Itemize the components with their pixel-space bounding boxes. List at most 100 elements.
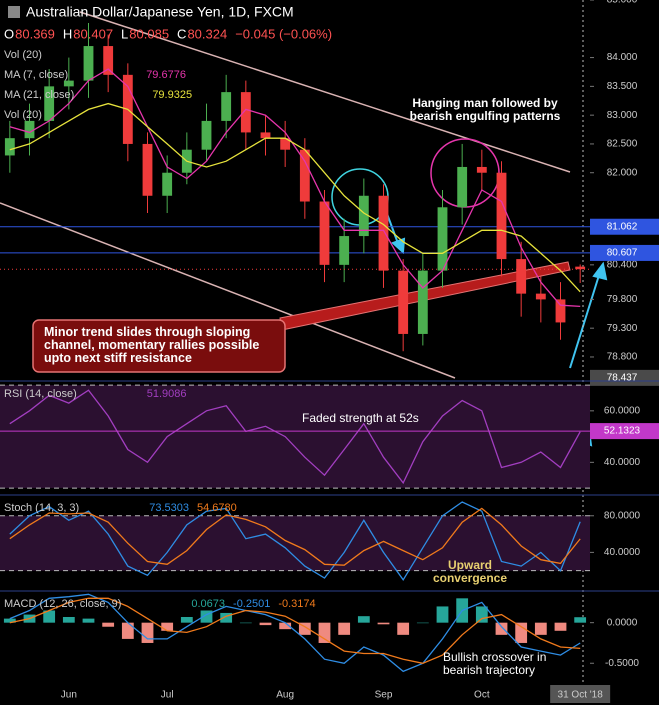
line-series [9,507,581,566]
channel-bottom [0,202,456,379]
histogram-bar [495,622,508,635]
y-tick-label: 78.800 [607,352,638,363]
band [0,385,590,489]
x-tick-label: Jun [61,690,77,701]
candle-body [201,120,212,150]
candle-body [162,172,173,196]
candle-body [398,270,409,334]
candle-body [516,259,527,294]
histogram-bar [102,622,115,627]
y-tick-label: 82.000 [607,167,638,178]
legend-entry: MA (7, close) [4,69,68,81]
histogram-bar [298,622,311,635]
candle-body [575,266,586,270]
histogram-bar [554,622,567,631]
annotation: Bullish crossover in bearish trajectory [443,650,547,677]
indicator-label: MACD (12, 26, close, 9) [4,598,121,610]
indicator-label: Stoch (14, 3, 3) [4,502,79,514]
ohlc-value: 80.369 [15,26,55,41]
legend-value: 73.5303 [149,502,189,514]
change: −0.045 (−0.06%) [235,26,332,41]
annotation: Upward convergence [432,558,508,585]
histogram-bar [534,622,547,635]
chart-title: Australian Dollar/Japanese Yen, 1D, FXCM [26,4,294,20]
histogram-bar [377,622,390,625]
marker-label: 78.437 [607,373,638,384]
line-series [9,389,581,485]
level-label: 81.062 [607,221,638,232]
ohlc-key: C [177,26,186,41]
y-tick-label: 83.500 [607,81,638,92]
candle-body [83,46,94,81]
candle-body [260,132,271,139]
y-tick-label: 40.0000 [604,547,641,558]
annotation: Hanging man followed by bearish engulfin… [409,96,561,123]
x-tick-label: Sep [375,690,393,701]
legend-value: 51.9086 [147,388,187,400]
y-tick-label: 40.0000 [604,457,641,468]
symbol-icon [8,6,20,18]
indicator-label: RSI (14, close) [4,388,77,400]
candle-body [476,166,487,173]
ohlc-value: 80.085 [129,26,169,41]
histogram-bar [574,617,587,623]
histogram-bar [515,622,528,643]
candle-body [555,299,566,323]
channel-top [79,11,571,173]
annotation: Faded strength at 52s [302,411,419,425]
candle-body [378,195,389,271]
x-tick-label: Jul [161,690,174,701]
histogram-bar [239,622,252,624]
histogram-bar [318,622,331,643]
crosshair-date-box [550,685,611,703]
x-tick-label: Oct [474,690,490,701]
histogram-bar [141,622,154,643]
candle-body [240,92,251,133]
candle-body [299,149,310,202]
y-tick-label: 79.300 [607,323,638,334]
candle-body [44,86,55,121]
candle-body [24,120,35,139]
band [0,515,590,571]
ohlc-key: L [121,26,128,41]
line-series [9,597,581,664]
candle-body [142,143,153,196]
line-series [9,102,581,293]
histogram-bar [121,622,134,639]
candle-body [496,172,507,260]
candle-body [319,201,330,265]
histogram-bar [259,622,272,626]
candle-body [221,92,232,121]
line-series [9,68,581,308]
candle-body [417,270,428,334]
y-tick-label: 83.000 [607,110,638,121]
marker-label: 52.1323 [604,426,641,437]
legend-entry: MA (21, close) [4,89,74,101]
legend-value: -0.2501 [233,598,270,610]
ohlc-value: 80.324 [187,26,227,41]
y-tick-label: 82.500 [607,139,638,150]
level-box [590,244,659,261]
histogram-bar [357,616,370,623]
y-tick-label: 80.0000 [604,510,641,521]
histogram-bar [436,606,449,623]
histogram-bar [43,610,56,623]
marker-box [590,423,659,440]
histogram-bar [397,622,410,635]
histogram-bar [82,618,95,623]
y-tick-label: -0.5000 [605,658,639,669]
legend-value: 79.6776 [146,69,186,81]
histogram-bar [161,622,174,631]
y-tick-label: 84.000 [607,52,638,63]
histogram-bar [62,616,75,623]
y-tick-label: 85.000 [607,0,638,6]
histogram-bar [200,610,213,623]
candle-body [535,293,546,300]
histogram-bar [279,622,292,630]
histogram-bar [338,622,351,635]
histogram-bar [220,612,233,623]
ohlc-value: 80.407 [73,26,113,41]
price-axis-bg [590,0,659,705]
